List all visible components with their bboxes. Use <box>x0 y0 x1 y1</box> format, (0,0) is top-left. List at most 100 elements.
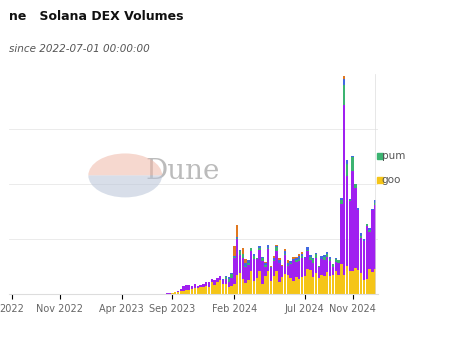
Bar <box>242 248 244 254</box>
Bar <box>357 208 360 210</box>
Bar <box>242 279 244 294</box>
Bar <box>275 246 278 247</box>
Bar <box>349 271 351 294</box>
Bar <box>306 247 309 250</box>
Bar <box>315 258 317 273</box>
Bar <box>295 260 297 262</box>
Bar <box>270 267 272 268</box>
Bar <box>320 257 323 259</box>
Bar <box>216 278 219 282</box>
Bar <box>171 293 174 294</box>
Bar <box>228 288 230 294</box>
Bar <box>208 282 210 287</box>
Bar <box>242 255 244 258</box>
Bar <box>340 198 342 200</box>
Bar <box>256 259 258 278</box>
Bar <box>365 223 368 224</box>
Bar <box>275 271 278 294</box>
Bar <box>334 259 337 262</box>
Bar <box>199 285 202 287</box>
Bar <box>289 277 292 294</box>
Bar <box>295 257 297 258</box>
Bar <box>250 251 252 271</box>
Bar <box>225 276 227 279</box>
Bar <box>323 257 326 260</box>
Bar <box>222 279 224 280</box>
Bar <box>211 282 213 294</box>
Bar <box>298 279 300 294</box>
Bar <box>166 293 168 294</box>
Bar <box>357 270 360 294</box>
Bar <box>275 245 278 246</box>
Bar <box>253 256 255 259</box>
Bar <box>236 274 238 294</box>
Bar <box>323 276 326 294</box>
Bar <box>191 289 193 294</box>
Bar <box>312 277 315 294</box>
Bar <box>230 274 233 278</box>
Text: ne   Solana DEX Volumes: ne Solana DEX Volumes <box>9 10 184 23</box>
Bar <box>351 156 354 158</box>
Bar <box>318 267 320 277</box>
Bar <box>284 254 286 255</box>
Bar <box>211 279 213 282</box>
Bar <box>185 285 188 290</box>
Bar <box>270 281 272 294</box>
Bar <box>365 224 368 226</box>
Bar <box>315 273 317 294</box>
Bar <box>267 248 270 249</box>
Bar <box>329 276 331 294</box>
Bar <box>306 250 309 251</box>
Bar <box>188 290 190 294</box>
Bar <box>292 257 295 259</box>
Bar <box>273 256 275 258</box>
Bar <box>360 273 362 294</box>
Bar <box>298 254 300 257</box>
Bar <box>250 248 252 251</box>
Bar <box>270 268 272 281</box>
Bar <box>326 254 328 257</box>
Bar <box>374 203 376 205</box>
Bar <box>194 288 196 294</box>
Text: goo: goo <box>382 175 401 185</box>
Bar <box>258 250 261 271</box>
Bar <box>363 241 365 280</box>
Bar <box>374 200 376 203</box>
Bar <box>199 287 202 294</box>
Bar <box>194 284 196 288</box>
Bar <box>315 252 317 255</box>
Bar <box>239 255 241 273</box>
Bar <box>374 269 376 294</box>
Bar <box>174 292 176 294</box>
Bar <box>261 258 264 261</box>
Bar <box>351 158 354 171</box>
Bar <box>320 275 323 294</box>
Bar <box>182 286 185 291</box>
Bar <box>270 266 272 267</box>
Bar <box>197 286 199 288</box>
Bar <box>261 261 264 284</box>
Bar <box>309 270 311 294</box>
Bar <box>256 278 258 294</box>
Bar <box>244 267 247 283</box>
Bar <box>343 79 346 86</box>
Bar <box>292 259 295 260</box>
Bar <box>287 266 289 275</box>
Bar <box>301 254 303 256</box>
Bar <box>315 255 317 258</box>
Bar <box>267 245 270 248</box>
Bar <box>304 276 306 294</box>
Bar <box>332 264 334 267</box>
Bar <box>278 260 281 263</box>
Bar <box>278 263 281 282</box>
Bar <box>343 86 346 105</box>
Bar <box>242 254 244 255</box>
Bar <box>354 268 357 294</box>
Bar <box>287 275 289 294</box>
Bar <box>273 261 275 276</box>
Bar <box>264 276 266 294</box>
Bar <box>301 252 303 254</box>
Bar <box>253 255 255 256</box>
Bar <box>369 230 371 232</box>
Bar <box>258 248 261 250</box>
